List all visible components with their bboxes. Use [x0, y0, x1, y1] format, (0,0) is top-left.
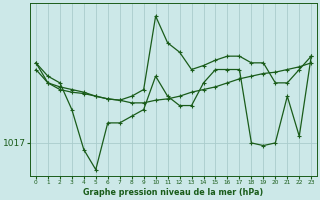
X-axis label: Graphe pression niveau de la mer (hPa): Graphe pression niveau de la mer (hPa) [84, 188, 264, 197]
